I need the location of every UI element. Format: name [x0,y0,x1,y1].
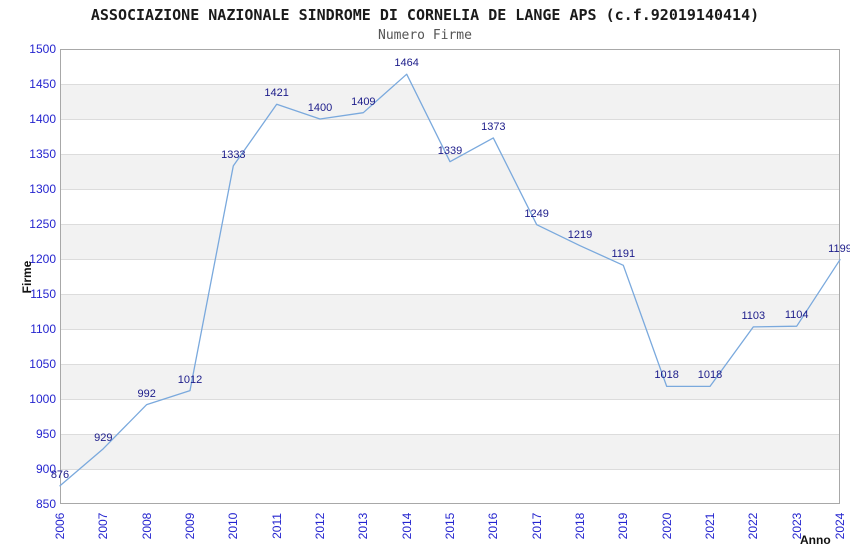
y-tick-label: 850 [35,497,56,511]
data-label: 1421 [264,87,289,100]
x-tick-label: 2021 [703,512,717,540]
y-tick-label: 900 [35,462,56,476]
chart-title: ASSOCIAZIONE NAZIONALE SINDROME DI CORNE… [90,6,760,24]
x-tick-label: 2007 [96,512,111,540]
x-tick-label: 2008 [139,512,154,540]
y-tick-label: 1300 [29,182,56,196]
y-tick-label: 1250 [29,217,56,231]
x-tick-label: 2020 [659,512,674,540]
x-tick-label: 2014 [399,512,414,540]
data-label: 992 [137,387,156,400]
x-tick-label: 2017 [529,512,544,540]
x-tick-label: 2015 [443,512,457,540]
x-tick-label: 2018 [573,512,587,540]
x-tick-label: 2010 [226,512,241,540]
y-tick-label: 950 [35,427,56,441]
data-label: 1012 [177,373,203,386]
data-label: 1199 [828,242,850,255]
data-label: 1400 [307,102,333,114]
data-label: 1464 [394,57,419,70]
x-tick-label: 2011 [269,513,284,539]
x-tick-label: 2013 [356,512,371,540]
data-label: 1018 [654,369,679,382]
x-tick-label: 2022 [746,512,761,540]
x-tick-label: 2024 [833,512,847,540]
x-tick-label: 2009 [183,512,197,540]
data-label: 1373 [481,120,506,133]
data-label: 1249 [524,207,549,220]
chart-subtitle: Numero Firme [378,28,472,43]
y-tick-label: 1200 [29,252,56,266]
data-label: 1191 [611,248,636,261]
y-tick-label: 1400 [29,112,56,126]
y-tick-label: 1000 [29,392,56,406]
data-label: 1333 [221,148,246,161]
y-tick-label: 1450 [29,77,56,91]
y-tick-label: 1150 [30,287,56,301]
y-tick-label: 1100 [30,322,56,336]
data-label: 1018 [697,369,723,382]
y-tick-label: 1050 [29,357,56,371]
data-label: 929 [94,431,113,444]
y-tick-label: 1500 [29,42,56,56]
x-tick-label: 2019 [616,512,631,540]
data-label: 1339 [437,144,463,157]
data-label: 1409 [351,95,376,108]
line-series-svg [59,73,841,487]
x-tick-label: 2006 [53,512,67,540]
data-label: 1103 [741,309,766,322]
x-tick-label: 2016 [486,512,501,540]
y-tick-label: 1350 [29,147,56,161]
data-label: 1104 [784,309,809,322]
y-axis-title: Firme [20,260,34,294]
data-label: 876 [50,468,70,481]
x-axis-title: Anno [800,533,831,547]
line-series [59,73,841,487]
x-tick-label: 2012 [313,512,327,540]
plot-area [60,49,840,504]
data-label: 1219 [567,228,593,241]
